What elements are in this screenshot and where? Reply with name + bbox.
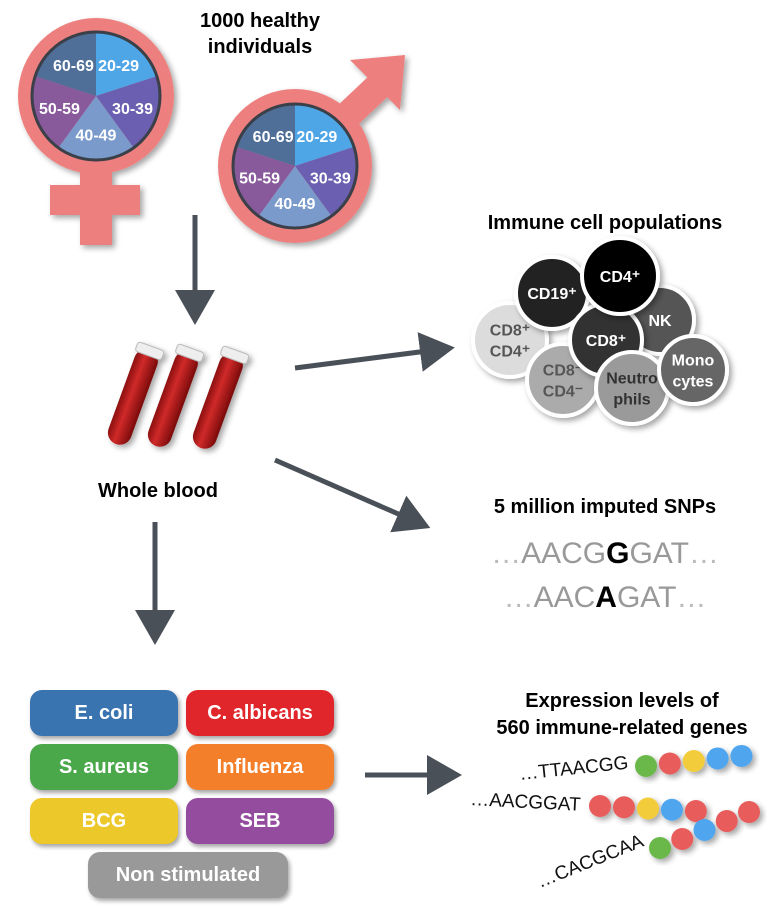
pie-slice bbox=[96, 32, 157, 96]
immune-cell-label: CD19⁺ bbox=[527, 286, 576, 303]
pie-slice-label: 20-29 bbox=[296, 129, 337, 146]
expression-bead bbox=[636, 797, 659, 820]
expression-bead bbox=[706, 747, 729, 770]
pie-slice-label: 40-49 bbox=[76, 127, 117, 144]
pie-slice-label: 20-29 bbox=[98, 58, 139, 75]
pie-slice bbox=[295, 146, 357, 217]
stimulus-influenza: Influenza bbox=[186, 744, 334, 790]
stimulus-c-albicans: C. albicans bbox=[186, 690, 334, 736]
immune-cell-label: CD4⁺ bbox=[600, 269, 640, 286]
expression-sequence: …AACGGAT bbox=[470, 789, 582, 816]
pie-slice bbox=[233, 146, 295, 217]
stimulus-bcg: BCG bbox=[30, 798, 178, 844]
whole-blood-label: Whole blood bbox=[98, 480, 218, 502]
snp-sequence-1: …AACGGGAT… bbox=[491, 537, 719, 570]
expression-bead bbox=[612, 796, 635, 819]
immune-cell-label: Neutro bbox=[606, 371, 658, 388]
blood-tubes-icon bbox=[107, 341, 250, 449]
stimulus-seb: SEB bbox=[186, 798, 334, 844]
expression-sequence: …CACGCAA bbox=[534, 831, 647, 893]
expression-bead bbox=[715, 810, 738, 833]
pie-slice-label: 30-39 bbox=[310, 170, 351, 187]
expression-bead bbox=[649, 837, 671, 859]
title-line-2: individuals bbox=[208, 36, 312, 58]
expression-title-1: Expression levels of bbox=[525, 690, 719, 712]
immune-title: Immune cell populations bbox=[488, 212, 722, 234]
snp-sequence-2: …AACAGAT… bbox=[504, 581, 707, 614]
pie-slice-label: 50-59 bbox=[39, 101, 80, 118]
expression-bead bbox=[682, 749, 705, 772]
expression-bead-chains: …TTAACGG …AACGGAT …CACGCAA bbox=[470, 744, 761, 893]
immune-cell-label: CD4⁺ bbox=[490, 344, 530, 361]
flow-arrows bbox=[135, 215, 462, 795]
expression-bead bbox=[658, 752, 681, 775]
expression-bead bbox=[589, 795, 611, 817]
expression-bead bbox=[660, 798, 683, 821]
expression-row: …AACGGAT bbox=[470, 789, 707, 823]
stimulus-s-aureus: S. aureus bbox=[30, 744, 178, 790]
arrow-to-immune-cells bbox=[294, 332, 455, 372]
expression-sequence: …TTAACGG bbox=[518, 753, 629, 785]
immune-cell-label: CD4⁻ bbox=[543, 384, 583, 401]
immune-cell-label: CD8⁺ bbox=[490, 323, 530, 340]
pie-slice-label: 60-69 bbox=[253, 129, 294, 146]
expression-row: …TTAACGG bbox=[518, 744, 753, 785]
immune-cell-label: NK bbox=[648, 313, 672, 330]
expression-bead bbox=[730, 744, 753, 767]
pie-slice bbox=[32, 76, 96, 148]
arrow-to-snps bbox=[273, 457, 431, 533]
stimulus-e-coli: E. coli bbox=[30, 690, 178, 736]
immune-cell: Neutro phils bbox=[594, 350, 670, 426]
pie-slice-label: 50-59 bbox=[239, 170, 280, 187]
immune-cell-label: CD8⁻ bbox=[543, 363, 583, 380]
pie-slice-label: 30-39 bbox=[112, 101, 153, 118]
expression-bead bbox=[671, 828, 694, 851]
immune-cell-label: phils bbox=[613, 392, 650, 409]
pie-slice-label: 60-69 bbox=[53, 58, 94, 75]
immune-cell-label: CD8⁺ bbox=[586, 333, 626, 350]
snps-title: 5 million imputed SNPs bbox=[494, 496, 716, 518]
pie-slice bbox=[258, 166, 332, 228]
immune-cell-label: cytes bbox=[673, 374, 714, 391]
male-age-pie: 20-29 30-39 40-49 50-59 60-69 bbox=[231, 102, 359, 230]
pie-slice bbox=[236, 104, 295, 166]
immune-cell-cluster: CD8⁺ CD4⁺ CD8⁻ CD4⁻ CD19⁺ NK CD8⁺ CD4⁺ Neutro phi… bbox=[471, 236, 729, 426]
immune-cell: CD19⁺ bbox=[514, 255, 590, 331]
stimulus-non-stimulated: Non stimulated bbox=[88, 852, 288, 898]
title-line-1: 1000 healthy bbox=[200, 10, 321, 32]
expression-title-2: 560 immune-related genes bbox=[496, 717, 747, 739]
female-age-pie: 20-29 30-39 40-49 50-59 60-69 bbox=[30, 30, 162, 162]
expression-bead bbox=[684, 800, 707, 823]
pie-slice bbox=[35, 32, 96, 96]
immune-cell: CD4⁺ bbox=[580, 236, 660, 316]
immune-cell-label: Mono bbox=[672, 353, 715, 370]
immune-cell: Mono cytes bbox=[657, 334, 729, 406]
pie-slice-label: 40-49 bbox=[275, 196, 316, 213]
pie-slice bbox=[295, 104, 354, 166]
pie-slice bbox=[96, 76, 161, 148]
expression-bead bbox=[738, 801, 761, 824]
expression-bead bbox=[635, 755, 657, 777]
expression-bead bbox=[693, 819, 716, 842]
pie-slice bbox=[58, 96, 134, 160]
